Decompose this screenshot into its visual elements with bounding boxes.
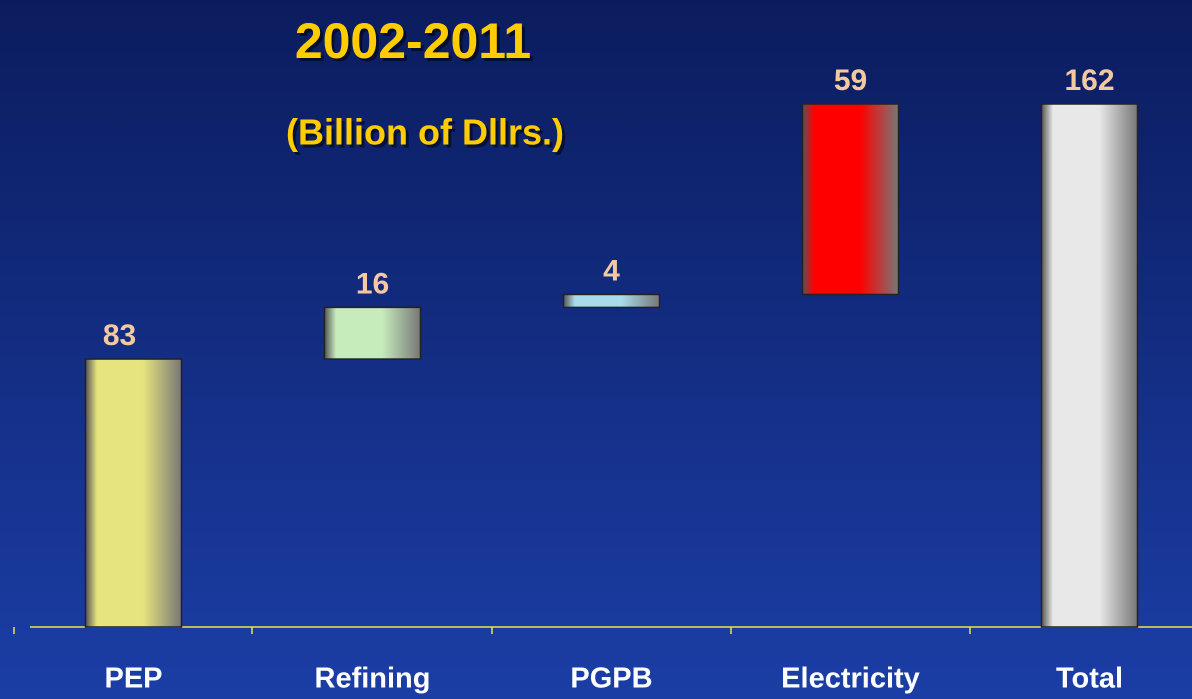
x-tick-label: PEP bbox=[104, 663, 162, 695]
bar bbox=[84, 358, 183, 628]
x-tick-label: PGPB bbox=[570, 663, 652, 695]
x-tick-label: Electricity bbox=[781, 663, 920, 695]
bar bbox=[562, 293, 661, 309]
value-label: 83 bbox=[103, 319, 136, 352]
value-label: 59 bbox=[834, 64, 867, 97]
x-tick-label: Total bbox=[1056, 663, 1123, 695]
bar bbox=[1040, 103, 1139, 628]
chart-title: 2002-2011 bbox=[295, 13, 531, 69]
title-shadow: 2002-2011 bbox=[298, 16, 534, 72]
x-tick-label: Refining bbox=[315, 663, 431, 695]
axis-ticks bbox=[13, 627, 971, 634]
value-label: 162 bbox=[1064, 64, 1114, 97]
bar bbox=[801, 103, 900, 296]
value-label: 4 bbox=[603, 254, 620, 287]
bar bbox=[323, 306, 422, 360]
value-label: 16 bbox=[356, 267, 389, 300]
chart-subtitle: (Billion of Dllrs.) bbox=[286, 112, 564, 153]
subtitle-shadow: (Billion of Dllrs.) bbox=[289, 115, 567, 156]
